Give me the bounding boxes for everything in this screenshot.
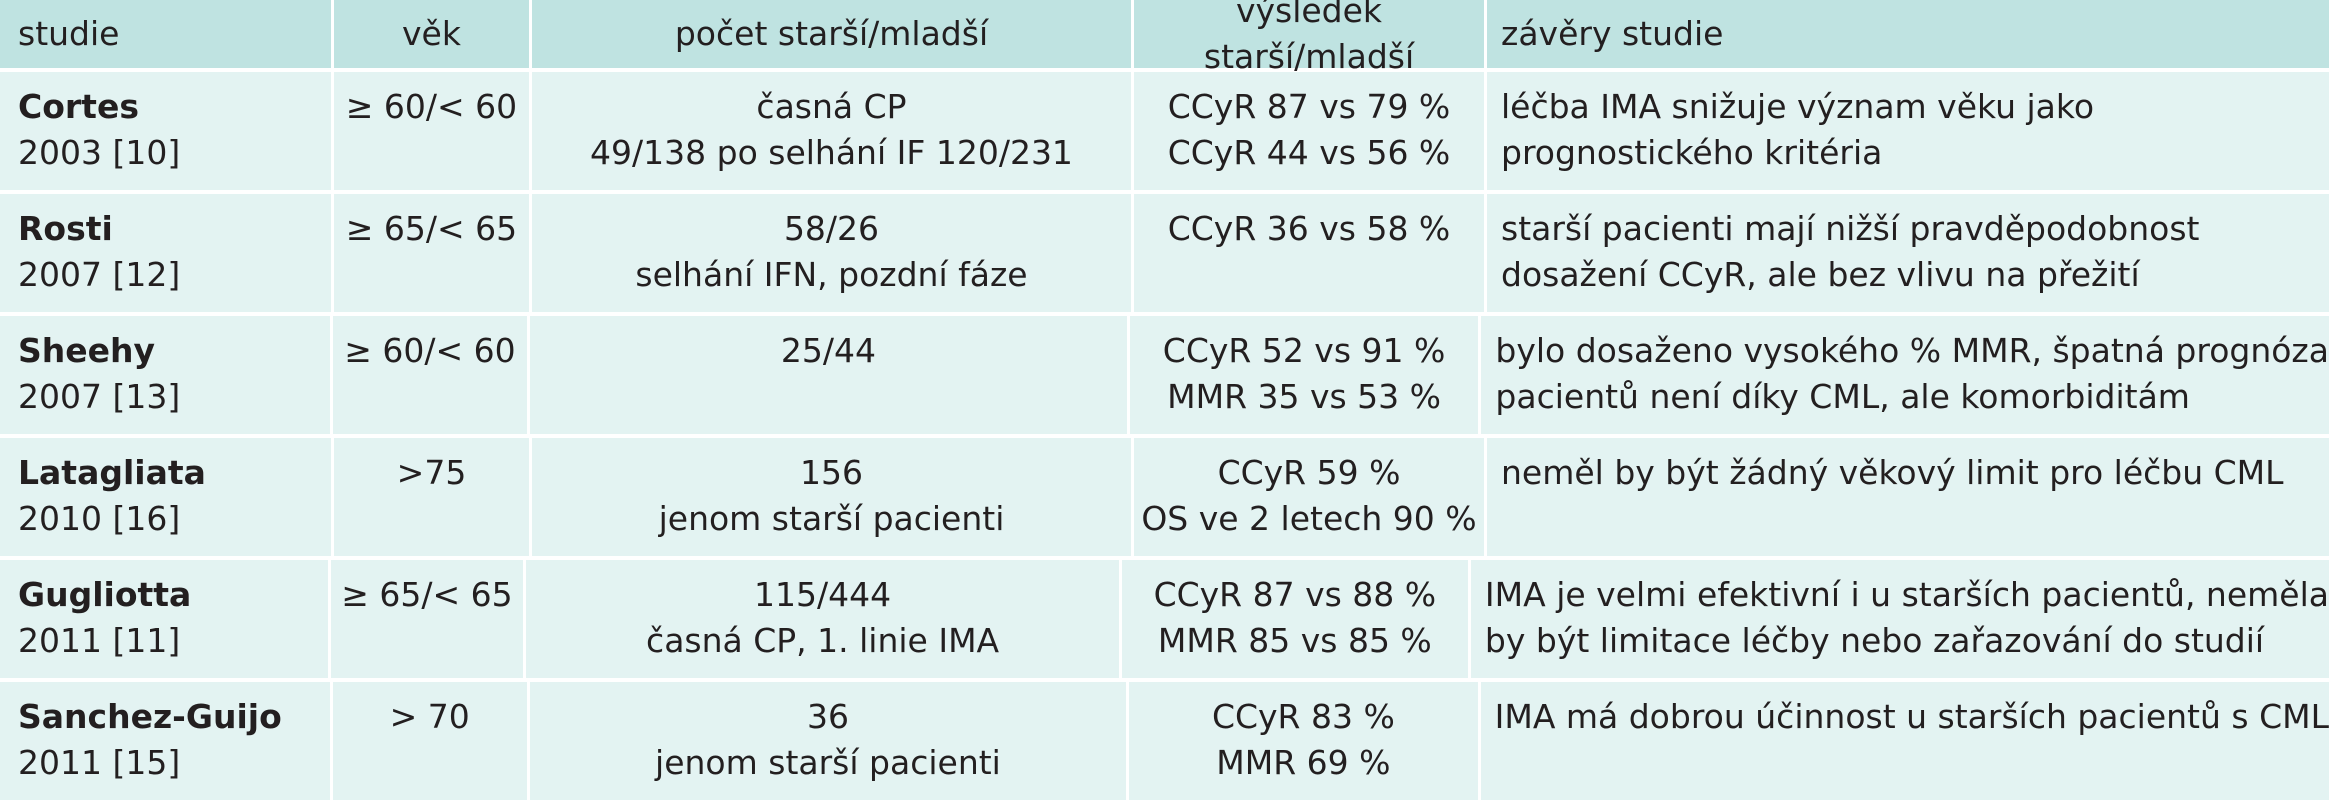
result-line: MMR 35 vs 53 % [1167, 377, 1442, 416]
conclusion-line: bylo dosaženo vysokého % MMR, špatná pro… [1495, 331, 2329, 370]
study-year: 2010 [16] [18, 499, 181, 538]
result-line: CCyR 83 % [1211, 697, 1395, 736]
age-value: ≥ 60/< 60 [344, 331, 516, 370]
count-cell: 36 jenom starší pacienti [530, 682, 1130, 800]
result-cell: CCyR 87 vs 88 % MMR 85 vs 85 % [1122, 560, 1471, 678]
age-cell: ≥ 65/< 65 [331, 560, 527, 678]
conclusion-cell: bylo dosaženo vysokého % MMR, špatná pro… [1481, 316, 2329, 434]
conclusion-line: léčba IMA snižuje význam věku jako [1501, 87, 2095, 126]
count-line: časná CP [756, 87, 907, 126]
count-line: 25/44 [780, 331, 876, 370]
study-cell: Gugliotta 2011 [11] [0, 560, 331, 678]
header-count: počet starší/mladší [532, 0, 1134, 68]
study-cell: Sanchez-Guijo 2011 [15] [0, 682, 333, 800]
header-conclusions-label: závěry studie [1501, 14, 1724, 53]
age-cell: ≥ 60/< 60 [333, 316, 531, 434]
header-age: věk [334, 0, 532, 68]
header-study-label: studie [18, 14, 120, 53]
count-cell: časná CP 49/138 po selhání IF 120/231 [532, 72, 1134, 190]
header-age-label: věk [402, 14, 461, 53]
study-cell: Cortes 2003 [10] [0, 72, 334, 190]
count-cell: 115/444 časná CP, 1. linie IMA [526, 560, 1122, 678]
age-cell: > 70 [333, 682, 530, 800]
study-name: Rosti [18, 209, 113, 248]
study-name: Gugliotta [18, 575, 192, 614]
count-line: selhání IFN, pozdní fáze [635, 255, 1028, 294]
result-line: MMR 85 vs 85 % [1157, 621, 1432, 660]
result-cell: CCyR 52 vs 91 % MMR 35 vs 53 % [1130, 316, 1482, 434]
table-row: Gugliotta 2011 [11] ≥ 65/< 65 115/444 ča… [0, 560, 2329, 678]
conclusion-cell: IMA má dobrou účinnost u starších pacien… [1481, 682, 2329, 800]
result-line: CCyR 52 vs 91 % [1162, 331, 1446, 370]
age-cell: >75 [334, 438, 532, 556]
age-value: >75 [396, 453, 467, 492]
conclusion-cell: starší pacienti mají nižší pravděpodobno… [1487, 194, 2329, 312]
study-year: 2003 [10] [18, 133, 181, 172]
conclusion-cell: léčba IMA snižuje význam věku jako progn… [1487, 72, 2329, 190]
count-line: 49/138 po selhání IF 120/231 [590, 133, 1073, 172]
count-cell: 25/44 [530, 316, 1130, 434]
count-line: 36 [806, 697, 849, 736]
study-name: Sheehy [18, 331, 156, 370]
count-line: 156 [800, 453, 863, 492]
age-value: ≥ 60/< 60 [345, 87, 518, 126]
study-cell: Rosti 2007 [12] [0, 194, 334, 312]
conclusion-line: IMA má dobrou účinnost u starších pacien… [1494, 697, 2329, 736]
result-line: CCyR 36 vs 58 % [1167, 209, 1451, 248]
conclusion-line: by být limitace léčby nebo zařazování do… [1484, 621, 2265, 660]
table-row: Cortes 2003 [10] ≥ 60/< 60 časná CP 49/1… [0, 72, 2329, 190]
count-line: jenom starší pacienti [655, 743, 1001, 782]
result-line: CCyR 59 % [1217, 453, 1401, 492]
result-line: MMR 69 % [1216, 743, 1391, 782]
result-line: OS ve 2 letech 90 % [1141, 499, 1477, 538]
count-line: časná CP, 1. linie IMA [646, 621, 1000, 660]
header-conclusions: závěry studie [1487, 0, 2329, 68]
study-year: 2011 [15] [18, 743, 181, 782]
age-value: ≥ 65/< 65 [341, 575, 513, 614]
study-year: 2011 [11] [18, 621, 181, 660]
age-cell: ≥ 60/< 60 [334, 72, 532, 190]
result-line: CCyR 87 vs 88 % [1153, 575, 1437, 614]
count-line: 115/444 [754, 575, 892, 614]
study-name: Sanchez-Guijo [18, 697, 282, 736]
study-year: 2007 [13] [18, 377, 181, 416]
conclusion-line: pacientů není díky CML, ale komorbiditám [1495, 377, 2190, 416]
result-line: CCyR 44 vs 56 % [1167, 133, 1451, 172]
header-result: výsledek starší/mladší [1134, 0, 1487, 76]
table-row: Sheehy 2007 [13] ≥ 60/< 60 25/44 CCyR 52… [0, 316, 2329, 434]
count-line: 58/26 [783, 209, 880, 248]
study-name: Latagliata [18, 453, 206, 492]
age-value: ≥ 65/< 65 [345, 209, 518, 248]
result-line: CCyR 87 vs 79 % [1167, 87, 1451, 126]
conclusion-line: dosažení CCyR, ale bez vlivu na přežití [1501, 255, 2140, 294]
result-cell: CCyR 87 vs 79 % CCyR 44 vs 56 % [1134, 72, 1487, 190]
conclusion-cell: neměl by být žádný věkový limit pro léčb… [1487, 438, 2329, 556]
conclusion-cell: IMA je velmi efektivní i u starších paci… [1471, 560, 2329, 678]
header-study: studie [0, 0, 334, 68]
study-cell: Latagliata 2010 [16] [0, 438, 334, 556]
conclusion-line: starší pacienti mají nižší pravděpodobno… [1501, 209, 2200, 248]
conclusion-line: prognostického kritéria [1501, 133, 1883, 172]
header-result-label: výsledek starší/mladší [1203, 0, 1415, 76]
table-row: Rosti 2007 [12] ≥ 65/< 65 58/26 selhání … [0, 194, 2329, 312]
count-line: jenom starší pacienti [658, 499, 1005, 538]
study-cell: Sheehy 2007 [13] [0, 316, 333, 434]
header-count-label: počet starší/mladší [674, 14, 989, 53]
age-value: > 70 [389, 697, 470, 736]
conclusion-line: neměl by být žádný věkový limit pro léčb… [1501, 453, 2284, 492]
table-row: Latagliata 2010 [16] >75 156 jenom starš… [0, 438, 2329, 556]
table-header-row: studie věk počet starší/mladší výsledek … [0, 0, 2329, 76]
conclusion-line: IMA je velmi efektivní i u starších paci… [1484, 575, 2329, 614]
study-year: 2007 [12] [18, 255, 181, 294]
table-row: Sanchez-Guijo 2011 [15] > 70 36 jenom st… [0, 682, 2329, 800]
study-name: Cortes [18, 87, 139, 126]
count-cell: 58/26 selhání IFN, pozdní fáze [532, 194, 1134, 312]
age-cell: ≥ 65/< 65 [334, 194, 532, 312]
result-cell: CCyR 59 % OS ve 2 letech 90 % [1134, 438, 1487, 556]
result-cell: CCyR 83 % MMR 69 % [1129, 682, 1481, 800]
result-cell: CCyR 36 vs 58 % [1134, 194, 1487, 312]
count-cell: 156 jenom starší pacienti [532, 438, 1134, 556]
